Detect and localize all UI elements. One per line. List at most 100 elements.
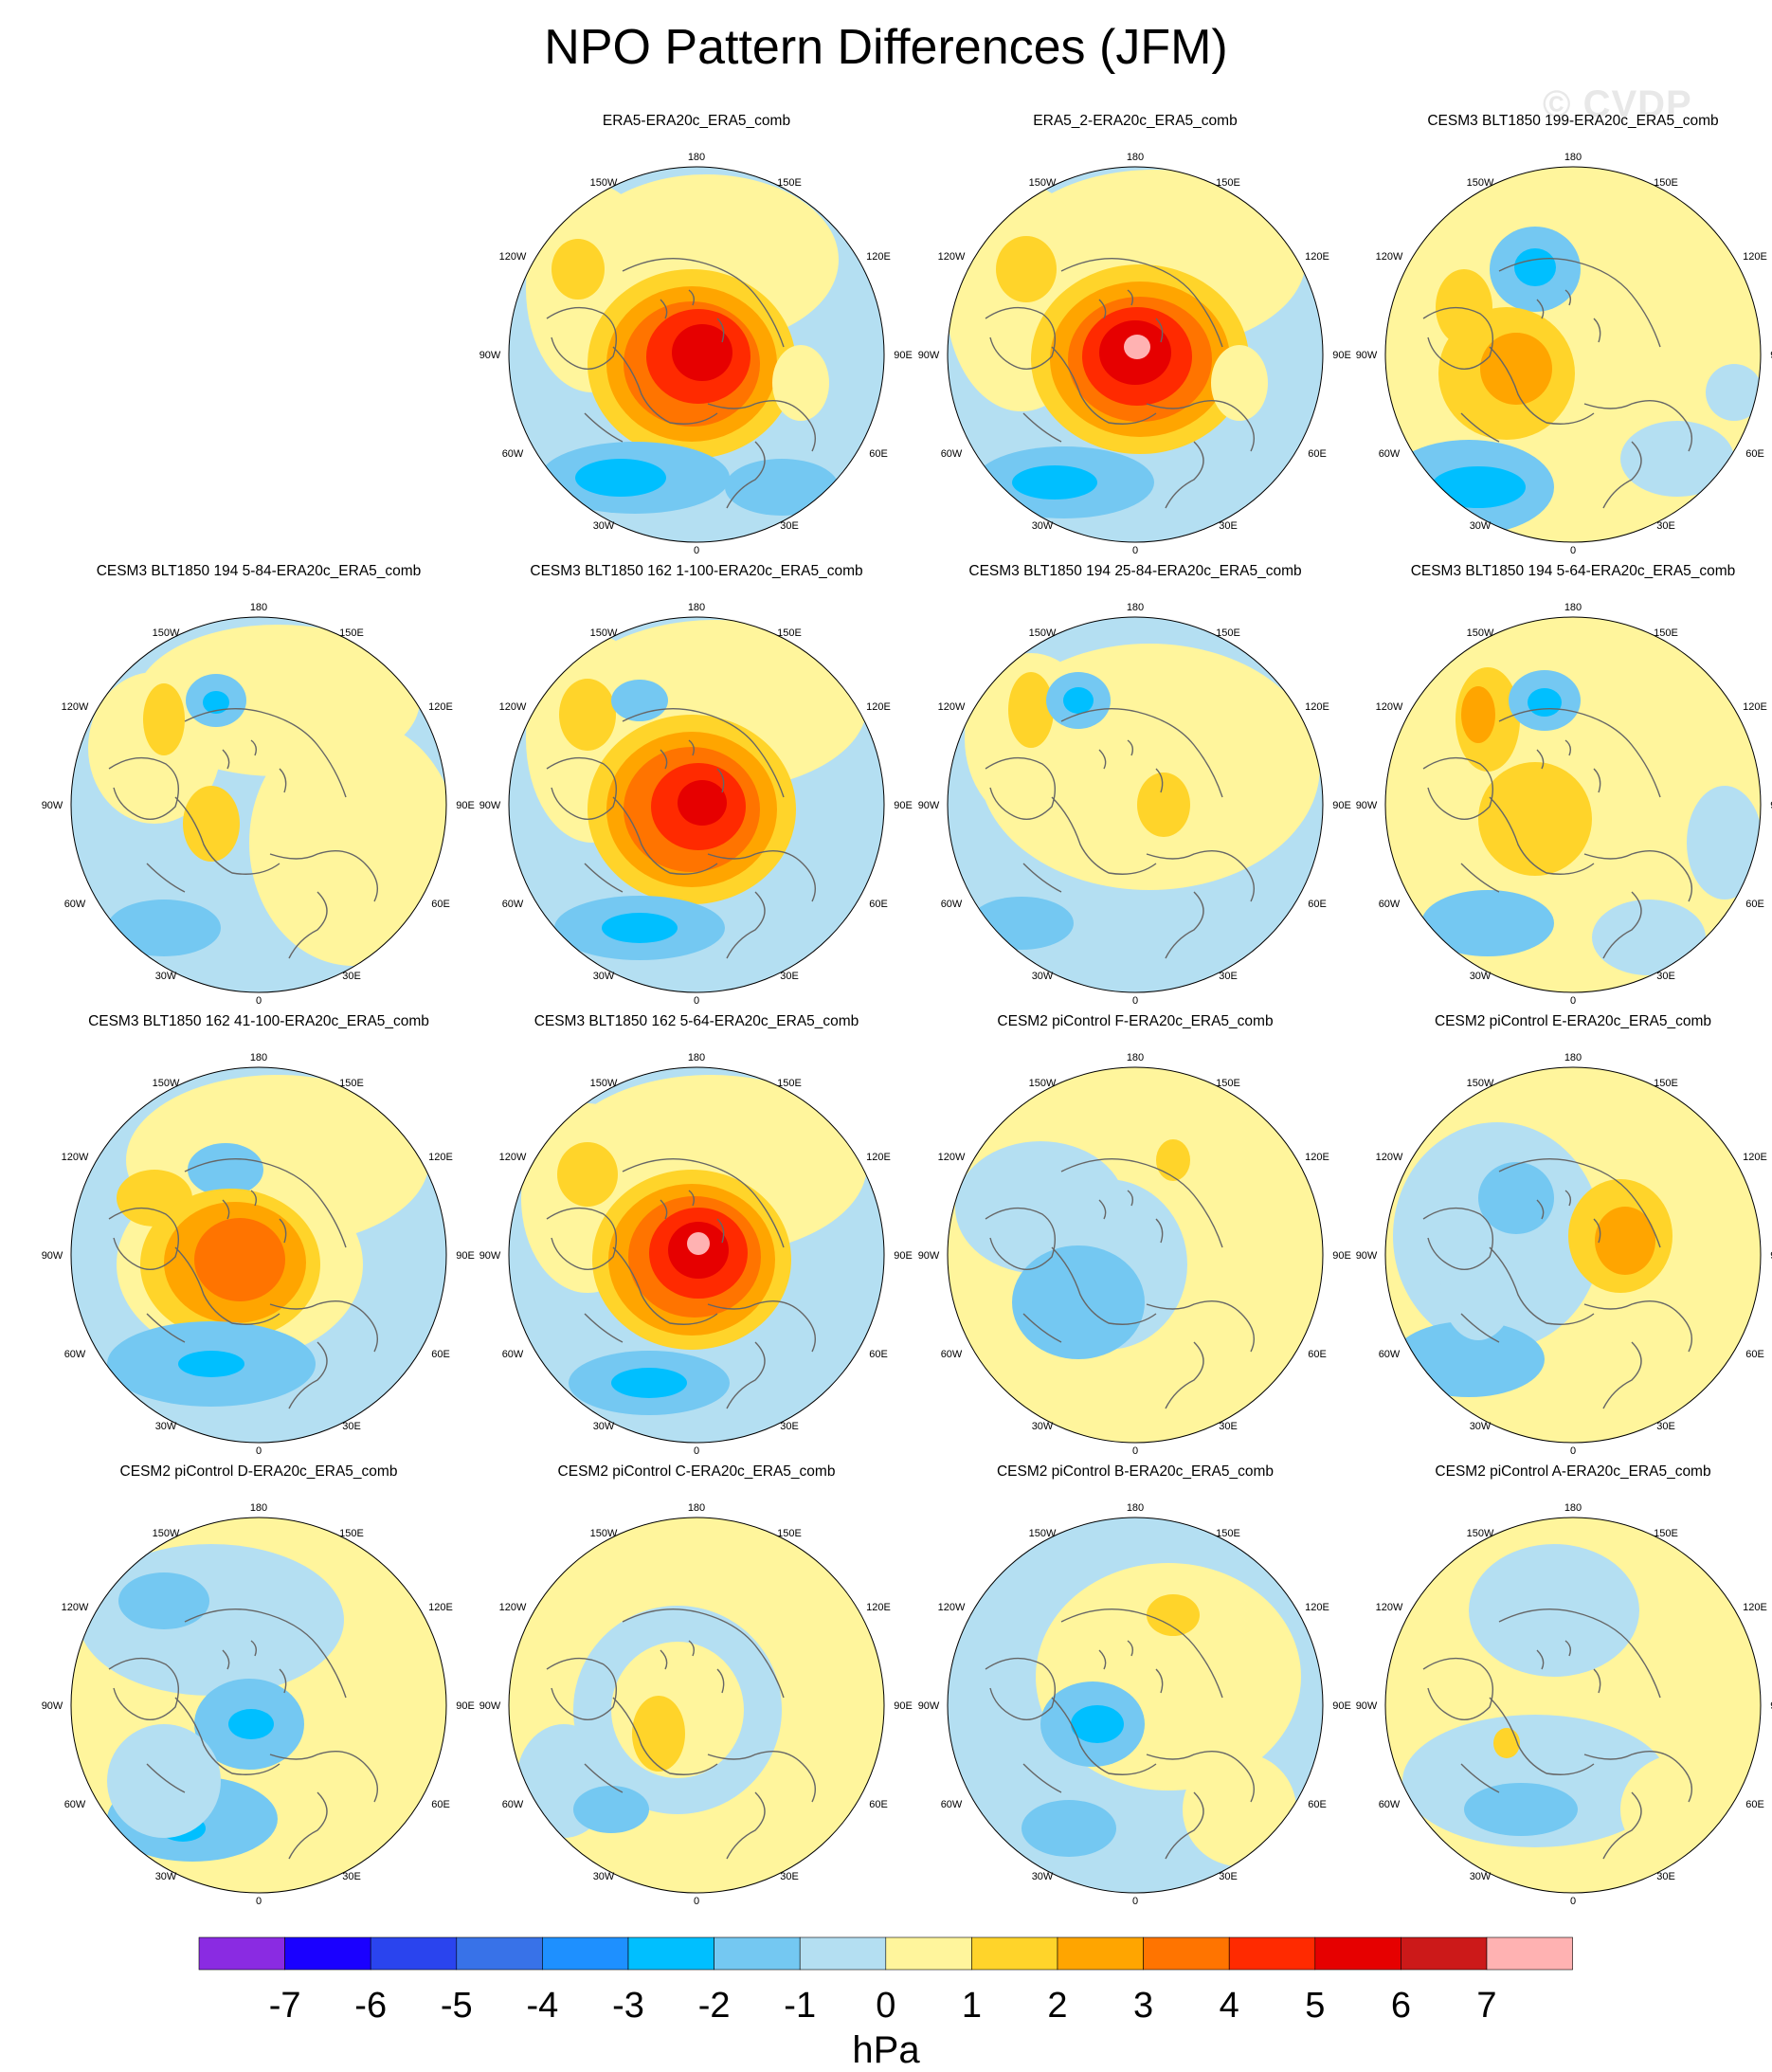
longitude-label: 30W [593,520,615,532]
map-border [508,1066,885,1444]
longitude-label: 120W [62,1602,89,1613]
anomaly-contour [687,1232,710,1255]
panel-title: ERA5_2-ERA20c_ERA5_comb [1033,113,1238,129]
anomaly-contour [1461,686,1495,743]
longitude-label: 180 [1127,1502,1144,1514]
colorbar-swatch [714,1936,801,1971]
longitude-label: 30E [780,1421,799,1432]
polar-map: 180 150W 150E 120W 120E 90W 90E 60W 60E 30W 30E 0 [918,152,1351,556]
colorbar-swatch [542,1936,629,1971]
anomaly-contour [1620,1753,1753,1866]
longitude-label: 0 [1132,545,1138,556]
colorbar-swatch [1486,1936,1573,1971]
colorbar-tick-label: 4 [1220,1986,1239,2026]
longitude-label: 120E [1305,1152,1329,1163]
map-panel: CESM2 piControl E-ERA20c_ERA5_comb 180 150… [1347,1012,1772,1463]
longitude-label: 180 [250,1052,267,1063]
longitude-label: 120W [499,251,527,263]
anomaly-contour [1156,1139,1190,1181]
watermark: © CVDP [1543,83,1692,125]
longitude-label: 120E [1743,251,1767,263]
anomaly-contour [1431,466,1526,508]
longitude-label: 120W [499,701,527,713]
colorbar: -7 -6 -5 -4 -3 -2 -1 0 1 2 3 4 5 6 7 hPa [198,1936,1573,2071]
anomaly-contour [559,679,616,751]
colorbar-swatch [1057,1936,1144,1971]
panel-title: CESM3 BLT1850 194 5-64-ERA20c_ERA5_comb [1410,563,1736,579]
map-border [947,1066,1324,1444]
longitude-label: 90E [1770,1700,1772,1712]
longitude-label: 30E [342,971,361,982]
longitude-label: 120E [866,251,891,263]
longitude-label: 180 [1564,602,1582,613]
colorbar-swatch [1228,1936,1316,1971]
longitude-label: 150E [339,1078,364,1089]
anomaly-contour [632,1696,685,1772]
panel-title: CESM2 piControl E-ERA20c_ERA5_comb [1434,1013,1712,1029]
panel-title: CESM3 BLT1850 194 5-84-ERA20c_ERA5_comb [96,563,422,579]
colorbar-tick-label: -3 [612,1986,644,2026]
map-panel: CESM3 BLT1850 194 25-84-ERA20c_ERA5_comb… [910,562,1361,1013]
longitude-label: 150W [1029,1078,1057,1089]
polar-map: 180 150W 150E 120W 120E 90W 90E 60W 60E 30W 30E 0 [479,602,913,1007]
longitude-label: 30E [1219,1871,1238,1882]
colorbar-tick-label: -5 [441,1986,473,2026]
longitude-label: 150W [590,1528,618,1539]
map-border [70,616,447,993]
colorbar-labels: -7 -6 -5 -4 -3 -2 -1 0 1 2 3 4 5 6 7 [269,1986,1497,2026]
colorbar-tick-label: 6 [1391,1986,1411,2026]
longitude-label: 30E [1219,1421,1238,1432]
colorbar-swatch [799,1936,887,1971]
longitude-label: 30W [1470,971,1492,982]
anomaly-contour [611,680,668,721]
longitude-label: 0 [1570,1896,1576,1907]
anomaly-contour [611,1368,687,1398]
anomaly-contour [1183,1753,1296,1866]
longitude-label: 90W [479,350,501,361]
colorbar-swatch [1401,1936,1488,1971]
longitude-label: 180 [1564,152,1582,163]
colorbar-boxes [198,1936,1573,1971]
anomaly-contour [1592,900,1706,975]
longitude-label: 90E [456,800,475,811]
anomaly-contour [1478,1162,1554,1234]
panel-title: CESM3 BLT1850 162 5-64-ERA20c_ERA5_comb [533,1013,859,1029]
polar-map: 180 150W 150E 120W 120E 90W 90E 60W 60E 30W 30E 0 [1356,1052,1772,1457]
longitude-label: 150E [777,1528,802,1539]
colorbar-tick-label: 5 [1305,1986,1325,2026]
map-border [70,1517,447,1894]
longitude-label: 150W [153,1528,180,1539]
longitude-label: 60E [1308,1799,1327,1810]
map-border [508,616,885,993]
longitude-label: 60W [1379,448,1401,460]
anomaly-contour [996,236,1057,302]
longitude-label: 150E [1654,627,1678,639]
longitude-label: 180 [1127,152,1144,163]
map-panel: ERA5-ERA20c_ERA5_comb 180 150W 150E 120W 120E… [471,112,922,563]
panel-title: CESM3 BLT1850 162 41-100-ERA20c_ERA5_com… [88,1013,429,1029]
map-panel: CESM2 piControl C-ERA20c_ERA5_comb 180 150… [471,1463,922,1914]
longitude-label: 120E [1305,251,1329,263]
map-border [947,1517,1324,1894]
longitude-label: 90E [1770,1250,1772,1262]
panel-title: CESM2 piControl B-ERA20c_ERA5_comb [996,1463,1275,1480]
longitude-label: 60E [1745,448,1764,460]
panel-title: CESM2 piControl C-ERA20c_ERA5_comb [557,1463,836,1480]
colorbar-swatch [284,1936,371,1971]
anomaly-contour [228,1709,274,1739]
polar-map: 180 150W 150E 120W 120E 90W 90E 60W 60E 30W 30E 0 [479,152,913,556]
longitude-label: 150W [1029,627,1057,639]
longitude-label: 150E [1654,1078,1678,1089]
longitude-label: 0 [1132,995,1138,1007]
longitude-label: 180 [688,602,705,613]
colorbar-tick-label: 2 [1047,1986,1067,2026]
map-panel: CESM3 BLT1850 199-ERA20c_ERA5_comb 180 150… [1347,112,1772,563]
longitude-label: 90E [456,1700,475,1712]
longitude-label: 150W [1467,1078,1494,1089]
map-border [947,166,1324,543]
longitude-label: 30E [1219,971,1238,982]
anomaly-contour [1493,1728,1520,1758]
anomaly-contour [575,459,666,497]
longitude-label: 150E [777,177,802,189]
longitude-label: 90W [479,1250,501,1262]
